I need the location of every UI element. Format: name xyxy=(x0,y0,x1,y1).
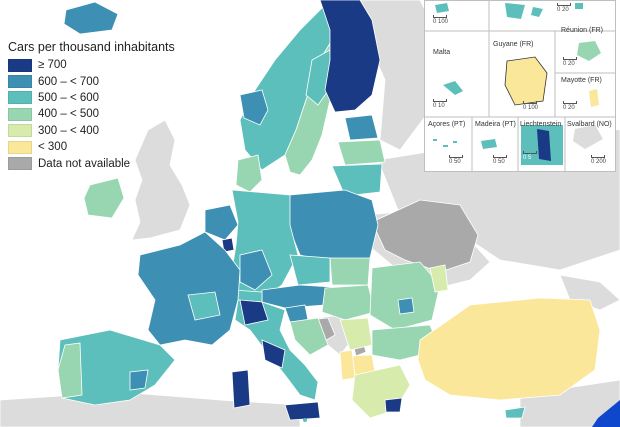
legend-swatch xyxy=(8,91,32,105)
legend-item: 600 – < 700 xyxy=(8,73,208,89)
finland xyxy=(319,0,381,113)
inset-grid xyxy=(425,1,615,171)
legend-swatch xyxy=(8,58,32,72)
inset-label-svalbard: Svalbard (NO) xyxy=(567,121,612,128)
legend-item: 400 – < 500 xyxy=(8,106,208,122)
legend-swatch xyxy=(8,107,32,121)
poland xyxy=(287,189,379,266)
madeira-shape xyxy=(481,139,497,149)
lithuania xyxy=(331,163,383,197)
inset-label-guyane: Guyane (FR) xyxy=(493,41,534,48)
hungary xyxy=(321,284,376,321)
top-inset-shapes xyxy=(435,3,583,19)
legend-title: Cars per thousand inhabitants xyxy=(8,40,175,54)
great-britain xyxy=(131,119,191,241)
spain-center xyxy=(129,369,149,391)
svalbard-shape xyxy=(573,125,603,149)
slovenia xyxy=(284,304,309,323)
legend-label: 600 – < 700 xyxy=(38,75,100,88)
albania xyxy=(339,349,356,381)
croatia xyxy=(289,317,329,356)
moldova xyxy=(429,264,449,293)
legend-label: Data not available xyxy=(38,157,131,170)
estonia xyxy=(344,114,379,141)
austria xyxy=(261,284,333,309)
malta-shape xyxy=(443,81,463,95)
attica xyxy=(384,397,403,413)
guyane-shape xyxy=(504,56,548,106)
legend-swatch xyxy=(8,75,32,89)
france-center xyxy=(187,291,221,321)
legend-item: ≥ 700 xyxy=(8,57,208,73)
reunion-shape xyxy=(577,41,601,61)
legend: Cars per thousand inhabitants ≥ 700 600 … xyxy=(8,40,208,172)
legend-item: < 300 xyxy=(8,139,208,155)
insets-panel: Malta Guyane (FR) Réunion (FR) Mayotte (… xyxy=(424,0,616,172)
legend-label: 300 – < 400 xyxy=(38,124,100,137)
inset-label-madeira: Madeira (PT) xyxy=(475,121,516,128)
bucharest xyxy=(397,297,415,315)
sicily xyxy=(284,401,321,421)
italy-north xyxy=(239,299,269,326)
legend-swatch xyxy=(8,124,32,138)
scale-bar: 0 200 xyxy=(591,155,606,165)
legend-item: 300 – < 400 xyxy=(8,123,208,139)
slovakia xyxy=(329,257,371,286)
germany xyxy=(231,189,299,301)
ireland xyxy=(83,177,125,219)
scale-bar: 0 10 xyxy=(433,99,447,109)
legend-swatch xyxy=(8,157,32,171)
inset-label-reunion: Réunion (FR) xyxy=(561,27,604,34)
denmark xyxy=(235,154,263,193)
inset-label-acores: Açores (PT) xyxy=(428,121,466,128)
scale-bar: 0 20 xyxy=(563,57,577,67)
turkey xyxy=(417,297,601,401)
north-africa xyxy=(0,391,301,427)
legend-label: 500 – < 600 xyxy=(38,91,100,104)
germany-south xyxy=(239,249,273,291)
italy-central xyxy=(261,339,286,369)
sardinia xyxy=(231,369,251,409)
netherlands-belgium xyxy=(204,204,239,241)
acores-shape xyxy=(433,139,457,147)
belarus-na xyxy=(371,199,479,273)
czechia xyxy=(289,254,331,286)
malta-dot xyxy=(303,418,307,422)
romania xyxy=(369,261,441,331)
portugal xyxy=(57,342,83,399)
mayotte-shape xyxy=(589,89,599,107)
scale-bar: 0 100 xyxy=(523,101,538,111)
logo-corner xyxy=(592,400,620,427)
legend-swatch xyxy=(8,140,32,154)
scale-bar: 0 20 xyxy=(563,101,577,111)
cyprus xyxy=(504,406,526,419)
legend-label: < 300 xyxy=(38,141,68,154)
france xyxy=(137,231,241,346)
scale-bar: 0 20 xyxy=(557,3,571,13)
scale-bar: 0 5 xyxy=(523,151,537,161)
inset-label-liechtenstein: Liechtenstein xyxy=(520,121,562,128)
legend-item: Data not available xyxy=(8,155,208,171)
legend-label: 400 – < 500 xyxy=(38,108,100,121)
legend-item: 500 – < 600 xyxy=(8,90,208,106)
liechtenstein-shape xyxy=(537,129,551,161)
insets-graphics xyxy=(425,1,615,171)
norway-west xyxy=(239,89,269,126)
inset-label-malta: Malta xyxy=(433,49,451,56)
scale-bar: 0 50 xyxy=(493,155,507,165)
legend-label: ≥ 700 xyxy=(38,59,67,72)
scale-bar: 0 100 xyxy=(433,15,448,25)
latvia xyxy=(337,139,386,166)
inset-label-mayotte: Mayotte (FR) xyxy=(561,77,602,84)
scale-bar: 0 50 xyxy=(449,155,463,165)
iceland xyxy=(63,1,119,35)
